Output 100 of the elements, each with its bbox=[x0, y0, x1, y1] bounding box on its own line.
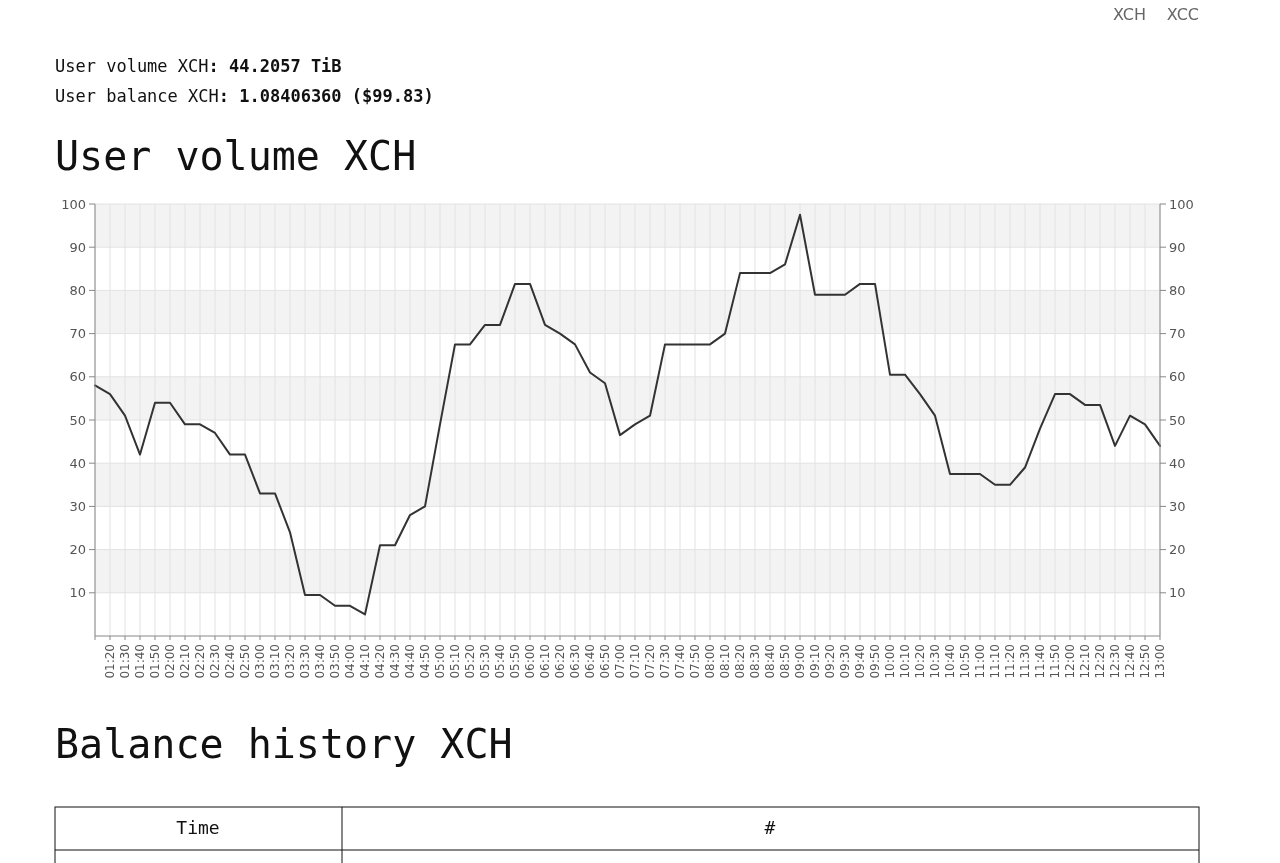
x-tick-label: 09:50 bbox=[868, 644, 882, 679]
x-tick-label: 06:40 bbox=[583, 644, 597, 679]
x-tick-label: 10:20 bbox=[913, 644, 927, 679]
x-tick-label: 07:10 bbox=[628, 644, 642, 679]
x-tick-label: 05:20 bbox=[463, 644, 477, 679]
x-tick-label: 07:40 bbox=[673, 644, 687, 679]
text: XCC bbox=[1166, 5, 1199, 24]
y-tick-label: 80 bbox=[69, 282, 86, 298]
x-tick-label: 04:10 bbox=[358, 644, 372, 679]
y-tick-label: 20 bbox=[69, 542, 86, 558]
y2-tick-label: 40 bbox=[1169, 455, 1186, 471]
x-tick-label: 04:20 bbox=[373, 644, 387, 679]
x-tick-label: 10:40 bbox=[943, 644, 957, 679]
x-tick-label: 10:50 bbox=[958, 644, 972, 679]
y2-tick-label: 20 bbox=[1169, 542, 1186, 558]
x-tick-label: 06:00 bbox=[523, 644, 537, 679]
x-tick-label: 12:00 bbox=[1063, 644, 1077, 679]
x-tick-label: 03:20 bbox=[283, 644, 297, 679]
y-tick-label: 30 bbox=[69, 498, 86, 514]
x-tick-label: 09:00 bbox=[793, 644, 807, 679]
x-tick-label: 10:30 bbox=[928, 644, 942, 679]
x-tick-label: 03:40 bbox=[313, 644, 327, 679]
text: Time bbox=[176, 817, 220, 838]
text: Balance history XCH bbox=[55, 721, 513, 767]
x-tick-label: 11:40 bbox=[1033, 644, 1047, 679]
y2-tick-label: 90 bbox=[1169, 239, 1186, 255]
y2-tick-label: 80 bbox=[1169, 282, 1186, 298]
x-tick-label: 03:10 bbox=[268, 644, 282, 679]
text: User balance XCH: 1.08406360 ($99.83) bbox=[55, 86, 434, 106]
x-tick-label: 09:40 bbox=[853, 644, 867, 679]
y-tick-label: 90 bbox=[69, 239, 86, 255]
x-tick-label: 12:50 bbox=[1138, 644, 1152, 679]
x-tick-label: 05:30 bbox=[478, 644, 492, 679]
x-tick-label: 07:20 bbox=[643, 644, 657, 679]
y-tick-label: 100 bbox=[61, 196, 86, 212]
y-tick-label: 70 bbox=[69, 326, 86, 342]
x-tick-label: 01:20 bbox=[103, 644, 117, 679]
y2-tick-label: 10 bbox=[1169, 585, 1186, 601]
x-tick-label: 10:00 bbox=[883, 644, 897, 679]
x-tick-label: 04:50 bbox=[418, 644, 432, 679]
x-tick-label: 13:00 bbox=[1153, 644, 1167, 679]
x-tick-label: 08:30 bbox=[748, 644, 762, 679]
x-tick-label: 11:50 bbox=[1048, 644, 1062, 679]
line-series bbox=[94, 213, 1161, 616]
x-tick-label: 04:00 bbox=[343, 644, 357, 679]
x-tick-label: 05:50 bbox=[508, 644, 522, 679]
x-tick-label: 12:30 bbox=[1108, 644, 1122, 679]
x-tick-label: 10:10 bbox=[898, 644, 912, 679]
x-tick-label: 05:40 bbox=[493, 644, 507, 679]
x-tick-label: 02:50 bbox=[238, 644, 252, 679]
x-tick-label: 02:30 bbox=[208, 644, 222, 679]
x-tick-label: 05:00 bbox=[433, 644, 447, 679]
y2-tick-label: 70 bbox=[1169, 326, 1186, 342]
x-tick-label: 11:30 bbox=[1018, 644, 1032, 679]
x-tick-label: 12:40 bbox=[1123, 644, 1137, 679]
x-tick-label: 09:30 bbox=[838, 644, 852, 679]
x-tick-label: 07:30 bbox=[658, 644, 672, 679]
x-tick-label: 04:40 bbox=[403, 644, 417, 679]
x-tick-label: 09:20 bbox=[823, 644, 837, 679]
y2-tick-label: 30 bbox=[1169, 498, 1186, 514]
x-tick-label: 07:00 bbox=[613, 644, 627, 679]
y-tick-label: 50 bbox=[69, 412, 86, 428]
x-tick-label: 06:30 bbox=[568, 644, 582, 679]
x-tick-label: 07:50 bbox=[688, 644, 702, 679]
x-tick-label: 03:00 bbox=[253, 644, 267, 679]
x-tick-label: 02:20 bbox=[193, 644, 207, 679]
x-tick-label: 01:30 bbox=[118, 644, 132, 679]
x-tick-label: 02:40 bbox=[223, 644, 237, 679]
x-tick-label: 08:00 bbox=[703, 644, 717, 679]
chart-title: User volume XCH bbox=[55, 133, 417, 179]
x-tick-label: 12:10 bbox=[1078, 644, 1092, 679]
x-tick-label: 02:00 bbox=[163, 644, 177, 679]
x-tick-label: 05:10 bbox=[448, 644, 462, 679]
x-tick-label: 03:30 bbox=[298, 644, 312, 679]
y2-tick-label: 100 bbox=[1169, 196, 1194, 212]
y-tick-label: 10 bbox=[69, 585, 86, 601]
x-tick-label: 06:20 bbox=[553, 644, 567, 679]
y2-tick-label: 50 bbox=[1169, 412, 1186, 428]
y-tick-label: 60 bbox=[69, 369, 86, 385]
x-tick-label: 08:20 bbox=[733, 644, 747, 679]
x-tick-label: 08:10 bbox=[718, 644, 732, 679]
x-tick-label: 11:10 bbox=[988, 644, 1002, 679]
x-tick-label: 08:40 bbox=[763, 644, 777, 679]
x-tick-label: 11:00 bbox=[973, 644, 987, 679]
text: User volume XCH: 44.2057 TiB bbox=[55, 56, 342, 76]
text: XCH bbox=[1113, 5, 1146, 24]
x-tick-label: 01:40 bbox=[133, 644, 147, 679]
x-tick-label: 06:10 bbox=[538, 644, 552, 679]
x-tick-label: 12:20 bbox=[1093, 644, 1107, 679]
x-tick-label: 03:50 bbox=[328, 644, 342, 679]
y-tick-label: 40 bbox=[69, 455, 86, 471]
x-tick-label: 09:10 bbox=[808, 644, 822, 679]
y2-tick-label: 60 bbox=[1169, 369, 1186, 385]
x-tick-label: 04:30 bbox=[388, 644, 402, 679]
x-tick-label: 01:50 bbox=[148, 644, 162, 679]
text: # bbox=[764, 817, 776, 838]
x-tick-label: 11:20 bbox=[1003, 644, 1017, 679]
x-tick-label: 08:50 bbox=[778, 644, 792, 679]
x-tick-label: 02:10 bbox=[178, 644, 192, 679]
x-tick-label: 06:50 bbox=[598, 644, 612, 679]
